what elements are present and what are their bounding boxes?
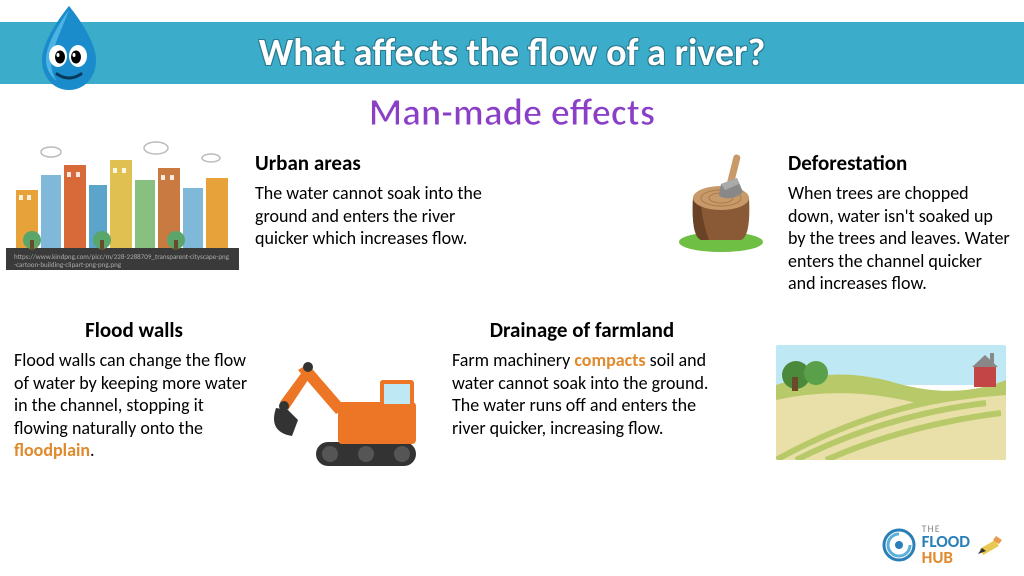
excavator-icon xyxy=(268,340,428,475)
drainage-heading: Drainage of farmland xyxy=(452,317,712,343)
tree-stump-axe-icon xyxy=(671,148,771,253)
subtitle: Man-made effects xyxy=(0,90,1024,136)
drainage-body: Farm machinery compacts soil and water c… xyxy=(452,349,712,439)
floodwalls-highlight: floodplain xyxy=(14,439,90,461)
farmland-icon xyxy=(776,345,1006,460)
urban-heading: Urban areas xyxy=(255,150,495,176)
floodwalls-section: Flood walls Flood walls can change the f… xyxy=(14,317,254,462)
pencil-icon xyxy=(976,530,1006,560)
cityscape-icon: https://www.kindpng.com/picc/m/228-22887… xyxy=(6,140,239,270)
urban-section: Urban areas The water cannot soak into t… xyxy=(255,150,495,250)
logo-text: THE FLOOD HUB xyxy=(922,524,970,566)
deforestation-section: Deforestation When trees are chopped dow… xyxy=(788,150,1013,295)
drainage-body-pre: Farm machinery xyxy=(452,349,574,371)
flood-hub-logo: THE FLOOD HUB xyxy=(882,524,1006,566)
drainage-highlight: compacts xyxy=(574,349,645,371)
floodwalls-body-post: . xyxy=(90,439,95,461)
deforestation-body: When trees are chopped down, water isn't… xyxy=(788,182,1013,295)
floodwalls-body-pre: Flood walls can change the flow of water… xyxy=(14,349,247,439)
drainage-section: Drainage of farmland Farm machinery comp… xyxy=(452,317,712,439)
page-title: What affects the flow of a river? xyxy=(259,30,765,76)
image-credit: https://www.kindpng.com/picc/m/228-22887… xyxy=(14,253,231,268)
floodwalls-body: Flood walls can change the flow of water… xyxy=(14,349,254,462)
urban-body: The water cannot soak into the ground an… xyxy=(255,182,495,250)
flood-hub-swirl-icon xyxy=(882,528,916,562)
water-drop-mascot-icon xyxy=(34,4,104,92)
deforestation-heading: Deforestation xyxy=(788,150,1013,176)
title-banner: What affects the flow of a river? xyxy=(0,22,1024,84)
floodwalls-heading: Flood walls xyxy=(14,317,254,343)
